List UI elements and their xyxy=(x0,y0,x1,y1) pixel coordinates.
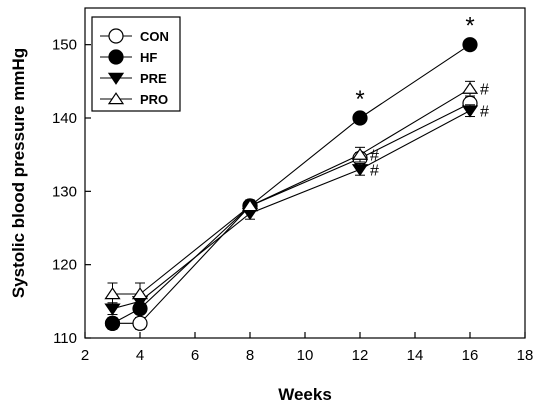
x-tick-label: 8 xyxy=(246,347,254,364)
y-tick-label: 140 xyxy=(52,110,77,127)
annotation-layer: **#### xyxy=(355,13,489,180)
significance-hash: # xyxy=(480,82,489,99)
significance-hash: # xyxy=(480,104,489,121)
series-layer xyxy=(104,37,479,331)
x-tick-label: 6 xyxy=(191,347,199,364)
significance-hash: # xyxy=(370,162,379,179)
marker-pre xyxy=(351,164,369,177)
y-axis-ticks: 110 120 130 140 150 xyxy=(52,37,91,347)
marker-hf xyxy=(462,37,478,53)
y-tick-label: 120 xyxy=(52,257,77,274)
legend-label-hf: HF xyxy=(140,50,157,65)
significance-asterisk: * xyxy=(355,86,364,113)
marker-pre xyxy=(104,303,121,316)
x-tick-label: 12 xyxy=(352,347,369,364)
series-line-con xyxy=(112,102,471,324)
legend-box xyxy=(91,16,181,112)
series-line-pro xyxy=(112,88,471,295)
series-pre xyxy=(104,104,479,316)
x-axis-title: Weeks xyxy=(278,385,332,404)
legend: CON HF PRE PRO xyxy=(91,16,181,112)
marker-legend-con xyxy=(108,28,124,44)
x-tick-label: 16 xyxy=(462,347,479,364)
y-axis-title: Systolic blood pressure mmHg xyxy=(9,48,28,298)
x-tick-label: 14 xyxy=(407,347,424,364)
marker-legend-pro xyxy=(107,92,125,105)
x-tick-label: 4 xyxy=(136,347,144,364)
series-line-pre xyxy=(112,110,471,310)
x-tick-label: 10 xyxy=(297,347,314,364)
marker-pro xyxy=(104,287,121,300)
significance-asterisk: * xyxy=(465,13,474,40)
x-tick-label: 18 xyxy=(517,347,534,364)
marker-legend-hf xyxy=(108,49,124,65)
series-con xyxy=(104,95,478,331)
marker-con xyxy=(132,315,148,331)
series-pro xyxy=(104,80,479,306)
marker-legend-pre xyxy=(107,72,125,85)
marker-pro xyxy=(131,287,149,300)
significance-hash: # xyxy=(370,148,379,165)
marker-pro xyxy=(461,81,479,94)
y-tick-label: 150 xyxy=(52,37,77,54)
marker-pro xyxy=(351,147,369,160)
marker-hf xyxy=(352,110,368,126)
marker-pro xyxy=(241,199,259,212)
marker-pre xyxy=(461,105,479,118)
y-tick-label: 110 xyxy=(53,330,77,347)
x-axis-ticks: 2 4 6 8 10 12 14 16 18 xyxy=(81,332,534,364)
y-tick-label: 130 xyxy=(52,183,77,200)
x-tick-label: 2 xyxy=(81,347,89,364)
legend-label-con: CON xyxy=(140,29,169,44)
legend-label-pre: PRE xyxy=(140,71,167,86)
legend-label-pro: PRO xyxy=(140,92,168,107)
marker-hf xyxy=(104,315,121,331)
